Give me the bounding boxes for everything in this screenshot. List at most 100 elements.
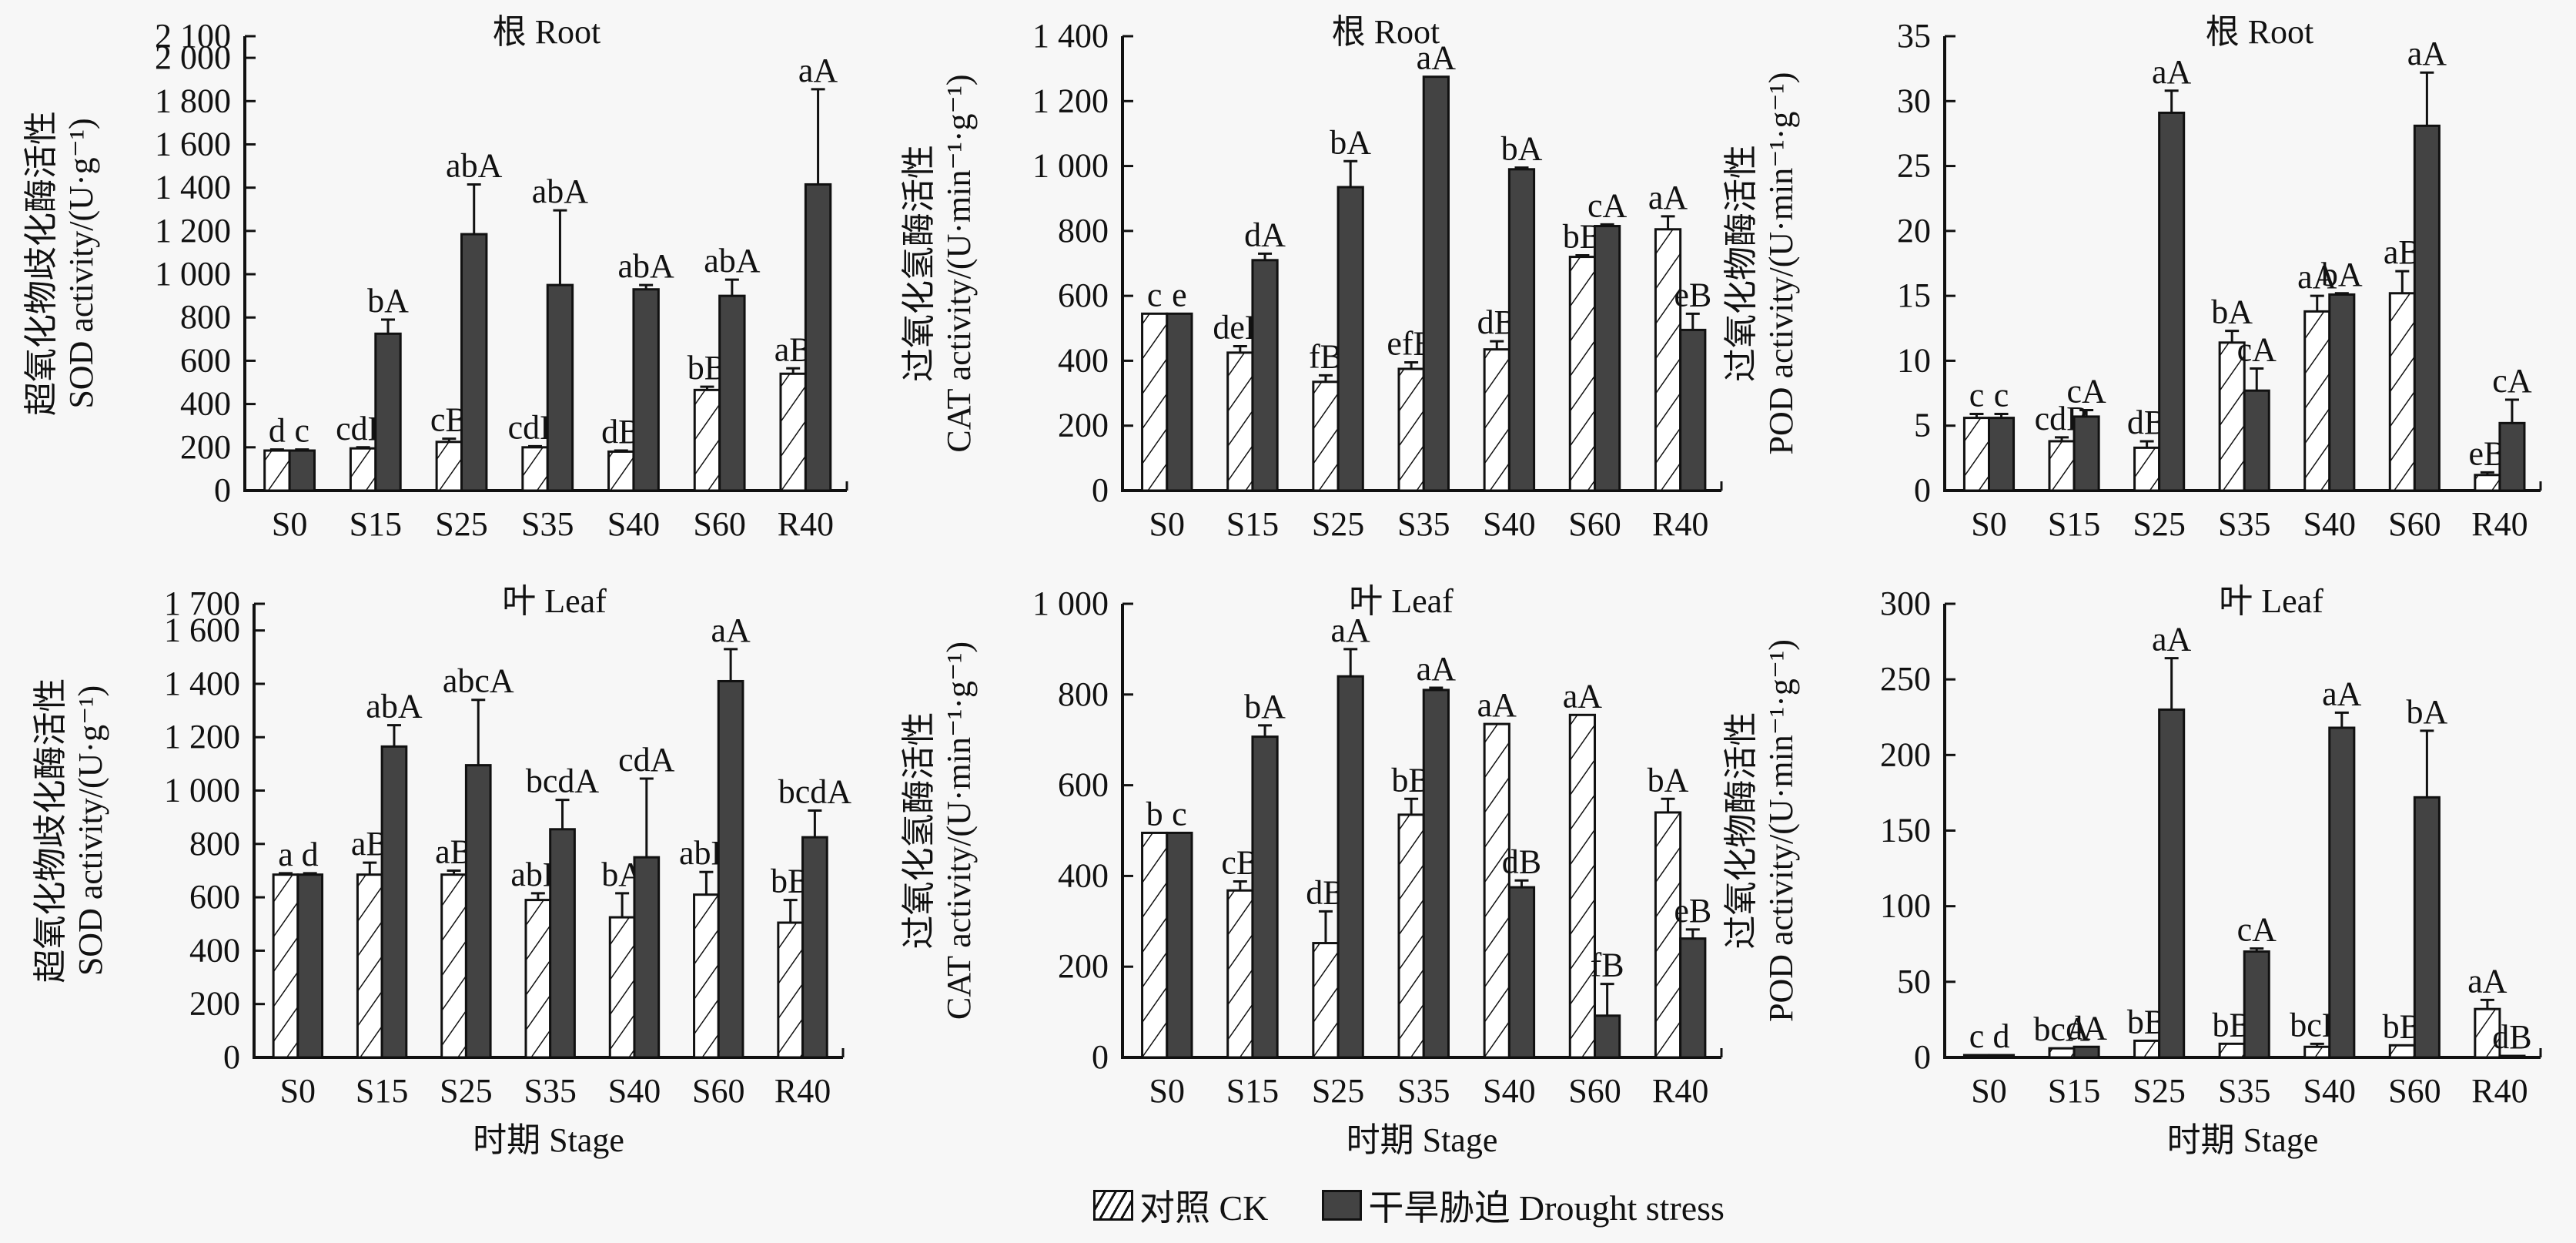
- bar-ck: [1141, 312, 1169, 492]
- significance-label-drought: bcdA: [778, 773, 852, 811]
- x-tick-label: R40: [2471, 1072, 2527, 1110]
- bar-drought: [380, 745, 408, 1059]
- significance-label-ck: c: [1969, 1017, 1985, 1055]
- y-tick-label: 600: [189, 878, 240, 916]
- chart-panel-sod-leaf: 叶 Leaf 超氧化物歧化酶活性 SOD activity/(U·g⁻¹) 0 200 4…: [32, 582, 851, 1159]
- y-tick-label: 400: [1058, 341, 1109, 379]
- bar-drought: [1166, 831, 1193, 1059]
- significance-label-ck: aA: [2297, 258, 2337, 296]
- significance-label-drought: dA: [1244, 216, 1286, 253]
- x-tick-label: S60: [692, 1072, 744, 1110]
- significance-label-drought: cA: [2066, 372, 2106, 410]
- x-tick-label: S15: [2048, 1072, 2100, 1110]
- bar-ck: [440, 873, 467, 1059]
- legend-item-ck: 对照 CK: [1093, 1180, 1268, 1231]
- y-tick-label: 10: [1897, 341, 1931, 379]
- bar-drought: [2413, 124, 2441, 492]
- significance-label-drought: aA: [711, 611, 751, 649]
- significance-label-drought: aA: [798, 52, 838, 89]
- bar-drought: [1422, 689, 1450, 1059]
- bar-drought: [2073, 1045, 2100, 1059]
- bar-ck: [2474, 474, 2501, 492]
- chart-title: 叶 Leaf: [2219, 582, 2323, 620]
- y-tick-label: 1 400: [155, 169, 231, 206]
- y-tick-label: 1 000: [155, 255, 231, 293]
- x-tick-label: S35: [524, 1072, 576, 1110]
- significance-label-ck: bA: [2211, 293, 2253, 331]
- bar-ck: [521, 446, 549, 492]
- bar-ck: [693, 388, 721, 492]
- y-tick-label: 0: [214, 471, 231, 509]
- chart-panel-pod-root: 根 Root 过氧化物酶活性 POD activity/(U·min⁻¹·g⁻¹) 0…: [1722, 13, 2542, 543]
- significance-label-drought: d: [1993, 1017, 2010, 1055]
- significance-label-drought: cA: [1587, 186, 1628, 224]
- x-tick-label: S35: [2218, 505, 2270, 543]
- bar-drought: [718, 294, 746, 492]
- x-tick-label: S40: [1483, 1072, 1535, 1110]
- y-axis-title-en: CAT activity/(U·min⁻¹·g⁻¹): [940, 642, 978, 1020]
- bar-drought: [1166, 312, 1193, 492]
- bar-drought: [1251, 735, 1279, 1059]
- significance-label-ck: c: [1147, 276, 1163, 313]
- y-tick-label: 200: [1058, 407, 1109, 444]
- bar-drought: [717, 679, 744, 1059]
- chart-title: 根 Root: [493, 13, 601, 51]
- y-tick-label: 250: [1880, 660, 1931, 698]
- significance-label-ck: a: [278, 836, 293, 873]
- significance-label-drought: abA: [704, 242, 761, 280]
- y-tick-label: 400: [180, 385, 231, 423]
- y-tick-label: 1 000: [1032, 147, 1109, 185]
- chart-panel-sod-root: 根 Root 超氧化物歧化酶活性 SOD activity/(U·g⁻¹) 0 200 4…: [22, 13, 848, 543]
- bar-drought: [2158, 708, 2186, 1059]
- x-tick-label: S60: [2388, 505, 2441, 543]
- y-tick-label: 1 600: [164, 611, 240, 649]
- x-tick-label: S60: [2388, 1072, 2441, 1110]
- significance-label-drought: cA: [2237, 331, 2277, 369]
- chart-panel-pod-leaf: 叶 Leaf 过氧化物酶活性 POD activity/(U·min⁻¹·g⁻¹) 0…: [1722, 582, 2542, 1159]
- bar-ck: [1312, 380, 1340, 492]
- bar-drought: [1337, 675, 1364, 1059]
- bar-ck: [608, 916, 636, 1059]
- bar-ck: [263, 449, 291, 492]
- bar-ck: [779, 372, 807, 492]
- significance-label-drought: cA: [2237, 911, 2277, 949]
- bar-drought: [464, 764, 492, 1059]
- x-tick-label: S15: [350, 505, 402, 543]
- x-tick-label: S35: [2218, 1072, 2270, 1110]
- significance-label-drought: aA: [1417, 39, 1457, 77]
- significance-label-drought: c: [1994, 377, 2009, 414]
- bar-ck: [1483, 722, 1510, 1059]
- x-axis-title: 时期 Stage: [1347, 1121, 1498, 1159]
- significance-label-drought: bA: [1244, 688, 1286, 725]
- significance-label-drought: abA: [617, 247, 674, 285]
- bar-drought: [1987, 1054, 2016, 1059]
- bar-ck: [272, 873, 299, 1059]
- y-tick-label: 1 800: [155, 82, 231, 119]
- bar-drought: [2498, 421, 2526, 492]
- legend-label-ck: 对照 CK: [1139, 1188, 1269, 1228]
- y-axis-title-en: POD activity/(U·min⁻¹·g⁻¹): [1762, 639, 1800, 1022]
- bar-ck: [2133, 1039, 2161, 1059]
- significance-label-ck: aA: [2467, 962, 2507, 1000]
- x-tick-label: R40: [1652, 1072, 1708, 1110]
- bar-drought: [2498, 1054, 2526, 1059]
- x-tick-label: S0: [1971, 505, 2006, 543]
- x-tick-label: R40: [2471, 505, 2527, 543]
- y-tick-label: 0: [1914, 1038, 1931, 1076]
- y-tick-label: 600: [1058, 766, 1109, 804]
- x-tick-label: S25: [440, 1072, 492, 1110]
- y-tick-label: 2 000: [155, 39, 231, 76]
- bar-drought: [1679, 937, 1707, 1059]
- x-tick-label: S40: [608, 1072, 661, 1110]
- significance-label-drought: bA: [1330, 123, 1371, 161]
- x-tick-label: S0: [1149, 1072, 1185, 1110]
- x-tick-label: S0: [272, 505, 307, 543]
- y-tick-label: 5: [1914, 407, 1931, 444]
- bar-drought: [1507, 886, 1536, 1059]
- bar-ck: [2048, 1047, 2076, 1059]
- x-tick-label: S60: [1568, 505, 1621, 543]
- y-tick-label: 800: [1058, 212, 1109, 250]
- y-tick-label: 400: [1058, 856, 1109, 894]
- significance-label-drought: bA: [1501, 130, 1543, 168]
- y-tick-label: 800: [189, 825, 240, 863]
